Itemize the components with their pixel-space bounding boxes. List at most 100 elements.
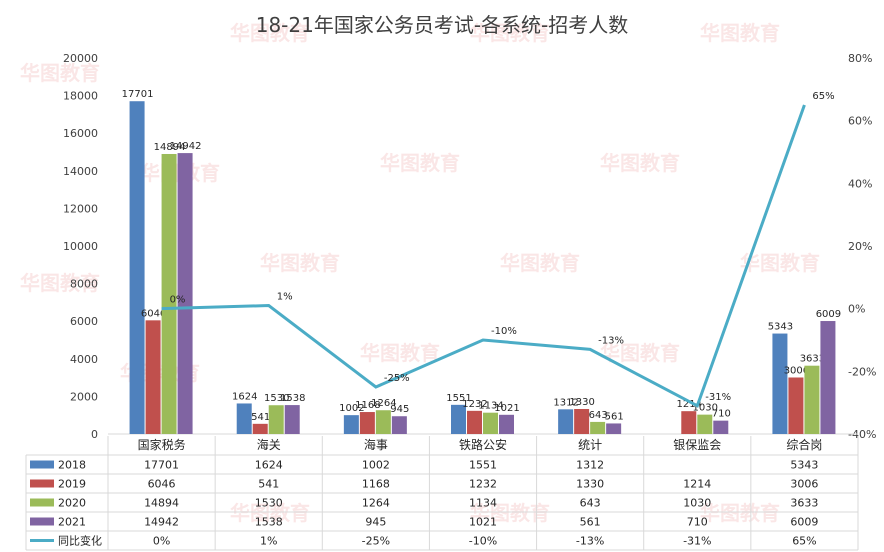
line-data-label: 0%	[170, 295, 186, 306]
bar-data-label: 1168	[355, 400, 380, 411]
table-cell: 1330	[576, 478, 604, 491]
legend-label: 2019	[58, 478, 86, 491]
y2-tick-label: 60%	[848, 115, 872, 128]
table-cell: 1624	[255, 459, 283, 472]
bar-2021-2	[391, 416, 407, 434]
bar-2020-2	[375, 410, 391, 434]
table-cell: 561	[580, 516, 601, 529]
legend-swatch-2020	[30, 498, 54, 507]
table-cell: 6046	[148, 478, 176, 491]
chart-title: 18-21年国家公务员考试-各系统-招考人数	[256, 13, 629, 37]
table-cell: 1030	[683, 497, 711, 510]
legend-swatch-2021	[30, 517, 54, 526]
bar-2021-5	[713, 420, 729, 434]
line-data-label: -31%	[705, 392, 731, 403]
table-cell: 945	[365, 516, 386, 529]
legend-label: 2018	[58, 459, 86, 472]
table-cell: 1002	[362, 459, 390, 472]
bar-data-label: 6046	[141, 308, 166, 319]
watermark-text-6: 华图教育	[600, 151, 680, 175]
y2-tick-label: 20%	[848, 240, 872, 253]
legend-label: 2020	[58, 497, 86, 510]
bar-data-label: 6009	[816, 309, 841, 320]
bar-2019-3	[467, 410, 482, 434]
line-data-label: 1%	[277, 292, 293, 303]
bar-data-label: 643	[589, 410, 608, 421]
y-tick-label: 10000	[63, 240, 98, 253]
y-tick-label: 0	[91, 428, 98, 441]
bar-data-label: 5343	[768, 322, 793, 333]
bar-data-label: 710	[712, 409, 731, 420]
table-cell: 1214	[683, 478, 711, 491]
bar-data-label: 17701	[122, 89, 154, 100]
table-cell: 1312	[576, 459, 604, 472]
bar-data-label: 541	[251, 412, 270, 423]
line-data-label: -13%	[598, 335, 624, 346]
bar-data-label: 1030	[693, 403, 718, 414]
table-cell: 3633	[790, 497, 818, 510]
bar-data-label: 14942	[170, 141, 202, 152]
y2-tick-label: -40%	[848, 428, 876, 441]
legend-label: 2021	[58, 516, 86, 529]
table-cell: 643	[580, 497, 601, 510]
watermark-text-12: 华图教育	[360, 341, 440, 365]
y-tick-label: 20000	[63, 52, 98, 65]
y-tick-label: 6000	[70, 315, 98, 328]
legend-swatch-2019	[30, 479, 54, 488]
bar-data-label: 1538	[280, 393, 305, 404]
bar-2019-0	[145, 320, 161, 434]
bar-2018-2	[343, 415, 359, 434]
table-cell: -13%	[576, 535, 604, 548]
y2-tick-label: 80%	[848, 52, 872, 65]
table-cell: 710	[687, 516, 708, 529]
table-cell: 5343	[790, 459, 818, 472]
table-cell: -10%	[469, 535, 497, 548]
bar-data-label: 1530	[264, 393, 289, 404]
y-tick-label: 8000	[70, 278, 98, 291]
bar-2021-3	[499, 414, 514, 434]
table-cell: -31%	[683, 535, 711, 548]
bar-data-label: 1134	[478, 401, 503, 412]
category-label: 国家税务	[138, 437, 186, 452]
category-label: 综合岗	[786, 437, 822, 452]
table-cell: 1168	[362, 478, 390, 491]
table-cell: 541	[258, 478, 279, 491]
table-cell: 6009	[790, 516, 818, 529]
category-label: 铁路公安	[459, 437, 507, 452]
category-label: 统计	[578, 438, 602, 452]
bar-2019-2	[359, 412, 375, 434]
bar-2021-4	[606, 423, 622, 434]
line-series-path	[161, 104, 806, 408]
y-tick-label: 14000	[63, 165, 98, 178]
watermark-text-8: 华图教育	[260, 251, 340, 275]
bar-data-label: 1551	[446, 393, 471, 404]
table-cell: 14942	[144, 516, 179, 529]
table-cell: 1538	[255, 516, 283, 529]
table-cell: 14894	[144, 497, 179, 510]
watermark-text-1: 华图教育	[230, 21, 310, 45]
table-cell: 1264	[362, 497, 390, 510]
watermark-text-2: 华图教育	[470, 21, 550, 45]
legend-label: 同比变化	[58, 534, 102, 548]
bar-2020-5	[697, 414, 713, 434]
watermark-text-16: 华图教育	[700, 501, 780, 525]
legend-swatch-2018	[30, 460, 54, 469]
table-cell: 1551	[469, 459, 497, 472]
y2-tick-label: 0%	[848, 303, 865, 316]
category-label: 银保监会	[673, 438, 721, 452]
y-tick-label: 2000	[70, 390, 98, 403]
table-cell: 3006	[790, 478, 818, 491]
bar-data-label: 1214	[677, 399, 702, 410]
bar-2020-6	[804, 365, 820, 434]
y-tick-label: 18000	[63, 90, 98, 103]
y2-tick-label: -20%	[848, 365, 876, 378]
bar-data-label: 945	[390, 404, 409, 415]
watermark-text-7: 华图教育	[20, 271, 100, 295]
bar-2018-0	[129, 101, 145, 435]
line-data-label: 65%	[812, 91, 834, 102]
table-cell: 1530	[255, 497, 283, 510]
bar-data-label: 1232	[462, 399, 487, 410]
watermark-text-3: 华图教育	[700, 21, 780, 45]
